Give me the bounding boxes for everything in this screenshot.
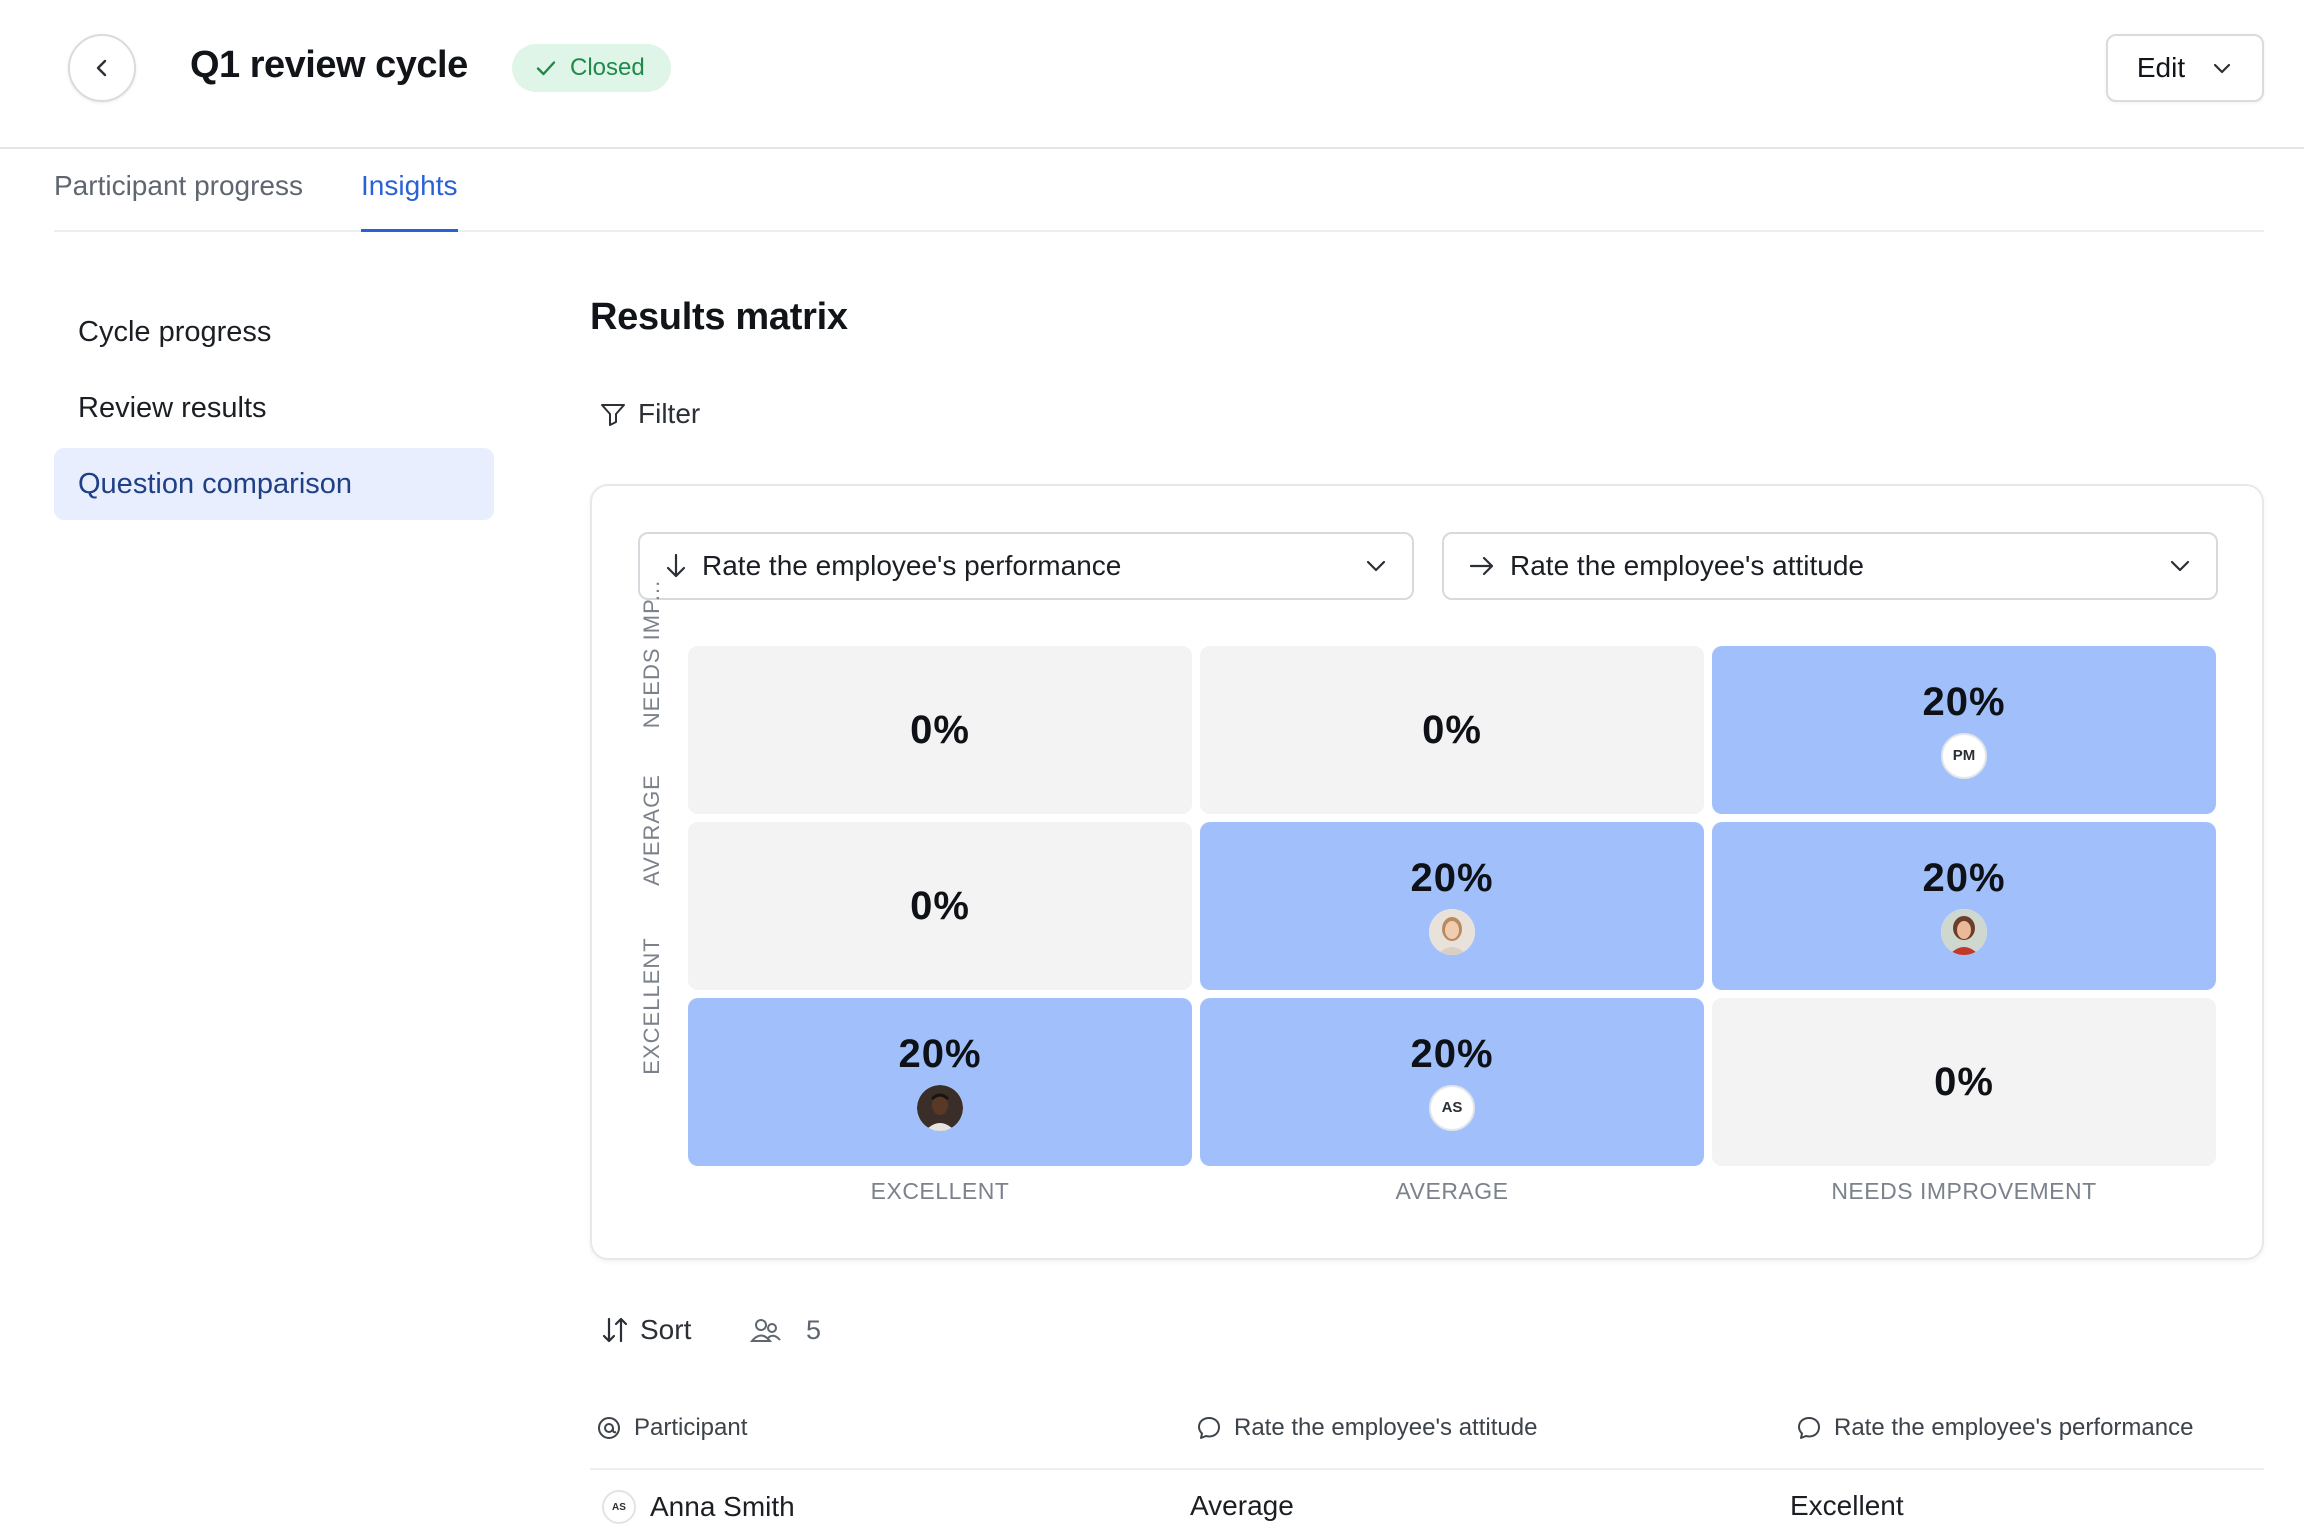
avatar[interactable]: AS <box>1429 1084 1475 1131</box>
arrow-right-icon <box>1468 554 1496 578</box>
filter-button[interactable]: Filter <box>598 394 700 434</box>
edit-label: Edit <box>2136 52 2186 83</box>
cell-percentage: 0% <box>910 883 970 928</box>
cell-percentage: 20% <box>1922 855 2006 900</box>
cell-percentage: 20% <box>1410 1031 1494 1076</box>
at-sign-icon <box>596 1415 622 1441</box>
people-icon <box>750 1316 782 1344</box>
tab-insights[interactable]: Insights <box>361 170 458 232</box>
x-axis-question-select[interactable]: Rate the employee's attitude <box>1442 532 2218 600</box>
results-matrix-card: Rate the employee's performance Rate the… <box>590 484 2264 1260</box>
cell-percentage: 20% <box>1410 855 1494 900</box>
matrix-cell[interactable]: 20% <box>688 998 1192 1166</box>
tab-bar: Participant progress Insights <box>54 150 2264 232</box>
col-label-excellent: EXCELLENT <box>870 1178 1010 1204</box>
participant-count: 5 <box>750 1310 821 1350</box>
cell-percentage: 20% <box>1922 679 2006 724</box>
back-button[interactable] <box>68 34 136 102</box>
avatar: AS <box>602 1490 636 1524</box>
comment-icon <box>1796 1415 1822 1441</box>
col-label-needs-improvement: NEEDS IMPROVEMENT <box>1831 1178 2097 1204</box>
matrix-cell[interactable]: 0% <box>688 822 1192 990</box>
attitude-cell: Average <box>1190 1490 1294 1521</box>
tab-participant-progress[interactable]: Participant progress <box>54 170 304 201</box>
table-header: Participant Rate the employee's attitude… <box>590 1404 2264 1470</box>
chevron-down-icon <box>2211 57 2233 79</box>
sort-button[interactable]: Sort <box>600 1310 691 1350</box>
check-icon <box>534 56 558 80</box>
cell-percentage: 0% <box>910 707 970 752</box>
row-label-average: AVERAGE <box>639 774 664 886</box>
participant-cell: AS Anna Smith <box>602 1490 795 1524</box>
matrix-cell[interactable]: 20% <box>1712 822 2216 990</box>
performance-cell: Excellent <box>1790 1490 1904 1521</box>
column-header-label: Participant <box>634 1414 748 1441</box>
avatar[interactable] <box>917 1084 963 1131</box>
filter-icon <box>598 399 628 429</box>
comment-icon <box>1196 1415 1222 1441</box>
participant-count-value: 5 <box>806 1314 822 1345</box>
sort-icon <box>600 1315 630 1345</box>
chevron-down-icon <box>1364 554 1388 578</box>
edit-button[interactable]: Edit <box>2106 34 2264 102</box>
sort-label: Sort <box>640 1314 692 1345</box>
column-header-participant[interactable]: Participant <box>596 1414 747 1442</box>
matrix-cell[interactable]: 0% <box>688 646 1192 814</box>
page-header: Q1 review cycle Closed Edit <box>0 0 2304 149</box>
column-header-attitude[interactable]: Rate the employee's attitude <box>1196 1414 1537 1442</box>
filter-label: Filter <box>638 398 701 429</box>
chevron-down-icon <box>2168 554 2192 578</box>
avatar[interactable]: PM <box>1941 732 1987 779</box>
y-axis-question-label: Rate the employee's performance <box>702 550 1122 581</box>
page-title: Q1 review cycle <box>190 44 468 86</box>
col-label-average: AVERAGE <box>1395 1178 1509 1204</box>
cell-percentage: 0% <box>1934 1059 1994 1104</box>
chevron-left-icon <box>91 57 113 79</box>
row-label-excellent: EXCELLENT <box>639 937 664 1075</box>
arrow-down-icon <box>664 552 688 580</box>
column-header-label: Rate the employee's performance <box>1834 1414 2194 1441</box>
matrix-cell[interactable]: 20% AS <box>1200 998 1704 1166</box>
matrix-cell[interactable]: 20% <box>1200 822 1704 990</box>
matrix-cell[interactable]: 0% <box>1200 646 1704 814</box>
sidebar-item-cycle-progress[interactable]: Cycle progress <box>78 315 272 348</box>
section-title: Results matrix <box>590 296 848 338</box>
column-header-performance[interactable]: Rate the employee's performance <box>1796 1414 2193 1442</box>
cell-percentage: 0% <box>1422 707 1482 752</box>
matrix-cell[interactable]: 20% PM <box>1712 646 2216 814</box>
cell-percentage: 20% <box>898 1031 982 1076</box>
row-label-needs-improvement: NEEDS IMP... <box>639 579 664 729</box>
sidebar-item-question-comparison[interactable]: Question comparison <box>54 448 494 520</box>
x-axis-question-label: Rate the employee's attitude <box>1510 550 1865 581</box>
status-label: Closed <box>570 54 645 81</box>
y-axis-question-select[interactable]: Rate the employee's performance <box>638 532 1414 600</box>
sidebar-item-review-results[interactable]: Review results <box>78 391 267 424</box>
avatar[interactable] <box>1941 908 1987 955</box>
participant-name: Anna Smith <box>650 1491 795 1522</box>
matrix-cell[interactable]: 0% <box>1712 998 2216 1166</box>
avatar[interactable] <box>1429 908 1475 955</box>
column-header-label: Rate the employee's attitude <box>1234 1414 1538 1441</box>
status-badge: Closed <box>512 44 671 92</box>
